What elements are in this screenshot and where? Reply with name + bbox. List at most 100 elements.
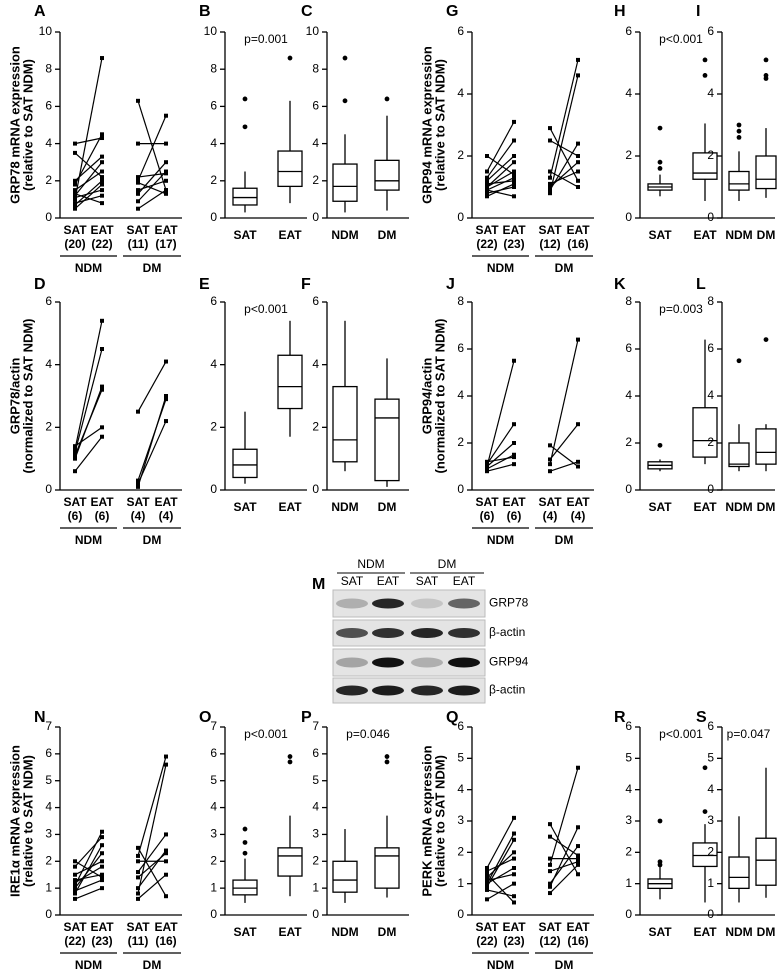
- y-tick-label: 6: [707, 341, 714, 355]
- pair-line: [137, 171, 167, 202]
- blot-band: [372, 657, 404, 668]
- pair-line: [486, 140, 515, 179]
- pair-line: [486, 883, 515, 900]
- y-tick-label: 6: [625, 341, 632, 355]
- x-tick-label: EAT: [502, 223, 526, 237]
- sample-size: (4): [543, 509, 558, 523]
- outlier: [657, 159, 663, 165]
- y-tick-label: 2: [457, 435, 464, 449]
- point: [548, 884, 552, 889]
- point: [136, 891, 140, 896]
- outlier: [287, 754, 293, 759]
- box: [332, 860, 358, 893]
- pair-line: [137, 756, 167, 857]
- box: [692, 842, 718, 868]
- x-tick-label: EAT: [154, 495, 178, 509]
- x-tick-label: DM: [757, 925, 776, 939]
- point: [136, 199, 140, 204]
- point: [485, 181, 489, 186]
- pair-line: [549, 823, 579, 875]
- y-tick-label: 0: [210, 210, 217, 224]
- y-axis-label: GRP78 mRNA expression: [7, 46, 22, 204]
- point: [100, 178, 104, 183]
- y-tick-label: 10: [306, 24, 320, 38]
- group-label: DM: [143, 261, 162, 275]
- outlier: [702, 73, 708, 78]
- blot-band: [448, 598, 480, 609]
- x-tick-label: EAT: [502, 495, 526, 509]
- x-tick-label: EAT: [566, 223, 590, 237]
- point: [548, 175, 552, 180]
- x-tick-label: SAT: [63, 223, 87, 237]
- x-tick-label: DM: [378, 925, 397, 939]
- point: [512, 872, 516, 877]
- pair-line: [74, 866, 103, 884]
- y-tick-label: 4: [210, 800, 217, 814]
- panel-letter: S: [696, 709, 707, 726]
- point: [73, 872, 77, 877]
- x-tick-label: EAT: [154, 920, 178, 934]
- y-tick-label: 0: [45, 907, 52, 921]
- point: [73, 202, 77, 207]
- pair-line: [549, 139, 579, 157]
- point: [548, 834, 552, 839]
- y-tick-label: 1: [707, 876, 714, 890]
- y-tick-label: 0: [707, 907, 714, 921]
- point: [548, 188, 552, 193]
- point: [485, 884, 489, 889]
- point: [136, 98, 140, 103]
- point: [576, 57, 580, 62]
- outlier: [702, 765, 708, 771]
- point: [512, 160, 516, 165]
- box: [277, 150, 303, 188]
- point: [164, 113, 168, 118]
- y-tick-label: 3: [210, 827, 217, 841]
- point: [512, 169, 516, 174]
- blot-band: [411, 685, 443, 696]
- blot-group: NDM: [357, 557, 384, 571]
- y-tick-label: 2: [45, 173, 52, 187]
- point: [512, 452, 516, 457]
- point: [485, 459, 489, 464]
- point: [164, 832, 168, 837]
- y-tick-label: 6: [312, 294, 319, 308]
- point: [485, 897, 489, 902]
- point: [548, 881, 552, 886]
- y-tick-label: 2: [312, 173, 319, 187]
- point: [136, 206, 140, 211]
- pair-line: [549, 423, 579, 460]
- y-tick-label: 5: [625, 751, 632, 765]
- y-tick-label: 6: [210, 746, 217, 760]
- pair-line: [137, 161, 167, 195]
- panel-letter: H: [614, 3, 626, 20]
- point: [164, 872, 168, 877]
- blot-band: [411, 657, 443, 668]
- y-tick-label: 6: [210, 99, 217, 113]
- sample-size: (4): [571, 509, 586, 523]
- x-tick-label: DM: [378, 500, 397, 514]
- outlier: [384, 754, 390, 759]
- pair-line: [486, 839, 515, 888]
- point: [485, 466, 489, 471]
- sample-size: (6): [480, 509, 495, 523]
- x-tick-label: EAT: [90, 920, 114, 934]
- sample-size: (23): [503, 237, 524, 251]
- point: [485, 154, 489, 158]
- y-tick-label: 0: [312, 907, 319, 921]
- outlier: [242, 826, 248, 832]
- x-tick-label: SAT: [63, 920, 87, 934]
- outlier: [702, 809, 708, 814]
- pair-line: [549, 861, 579, 872]
- pair-line: [74, 184, 103, 210]
- point: [512, 422, 516, 427]
- y-tick-label: 0: [210, 482, 217, 496]
- blot-row-label: β-actin: [489, 683, 525, 697]
- panel-letter: C: [301, 3, 313, 20]
- point: [576, 169, 580, 174]
- y-tick-label: 0: [707, 210, 714, 224]
- pair-line: [137, 834, 167, 873]
- y-tick-label: 4: [45, 800, 52, 814]
- point: [73, 444, 77, 449]
- y-tick-label: 2: [210, 420, 217, 434]
- point: [164, 859, 168, 864]
